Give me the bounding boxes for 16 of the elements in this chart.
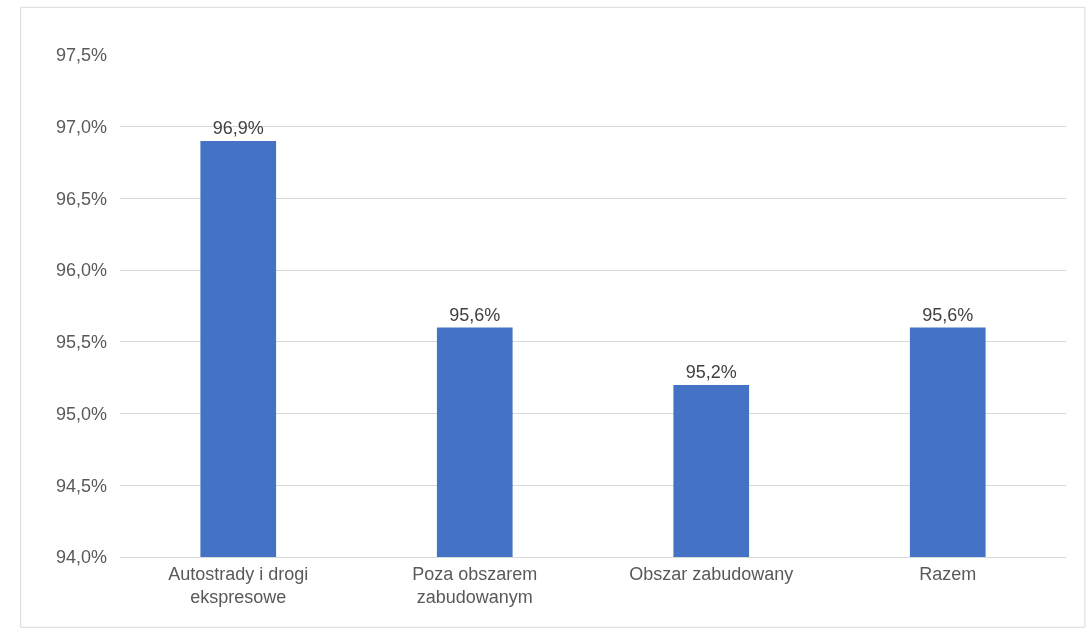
x-tick-label: Autostrady i drogi ekspresowe	[168, 563, 309, 607]
data-label: 95,6%	[449, 304, 501, 325]
y-tick-label: 97,0%	[55, 117, 107, 138]
y-tick-label: 95,0%	[55, 403, 107, 424]
y-tick-label: 94,5%	[55, 475, 107, 496]
y-tick-label: 96,5%	[55, 188, 107, 209]
data-label: 95,6%	[922, 304, 974, 325]
x-tick-label: Poza obszarem zabudowanym	[412, 563, 538, 607]
x-tick-label: Razem	[919, 563, 977, 584]
x-tick-label: Obszar zabudowany	[629, 563, 794, 584]
data-label: 96,9%	[212, 118, 264, 139]
y-tick-label: 96,0%	[55, 260, 107, 281]
data-label: 95,2%	[685, 361, 737, 382]
y-tick-label: 94,0%	[55, 547, 107, 568]
y-tick-label: 97,5%	[55, 45, 107, 66]
y-tick-label: 95,5%	[55, 332, 107, 353]
